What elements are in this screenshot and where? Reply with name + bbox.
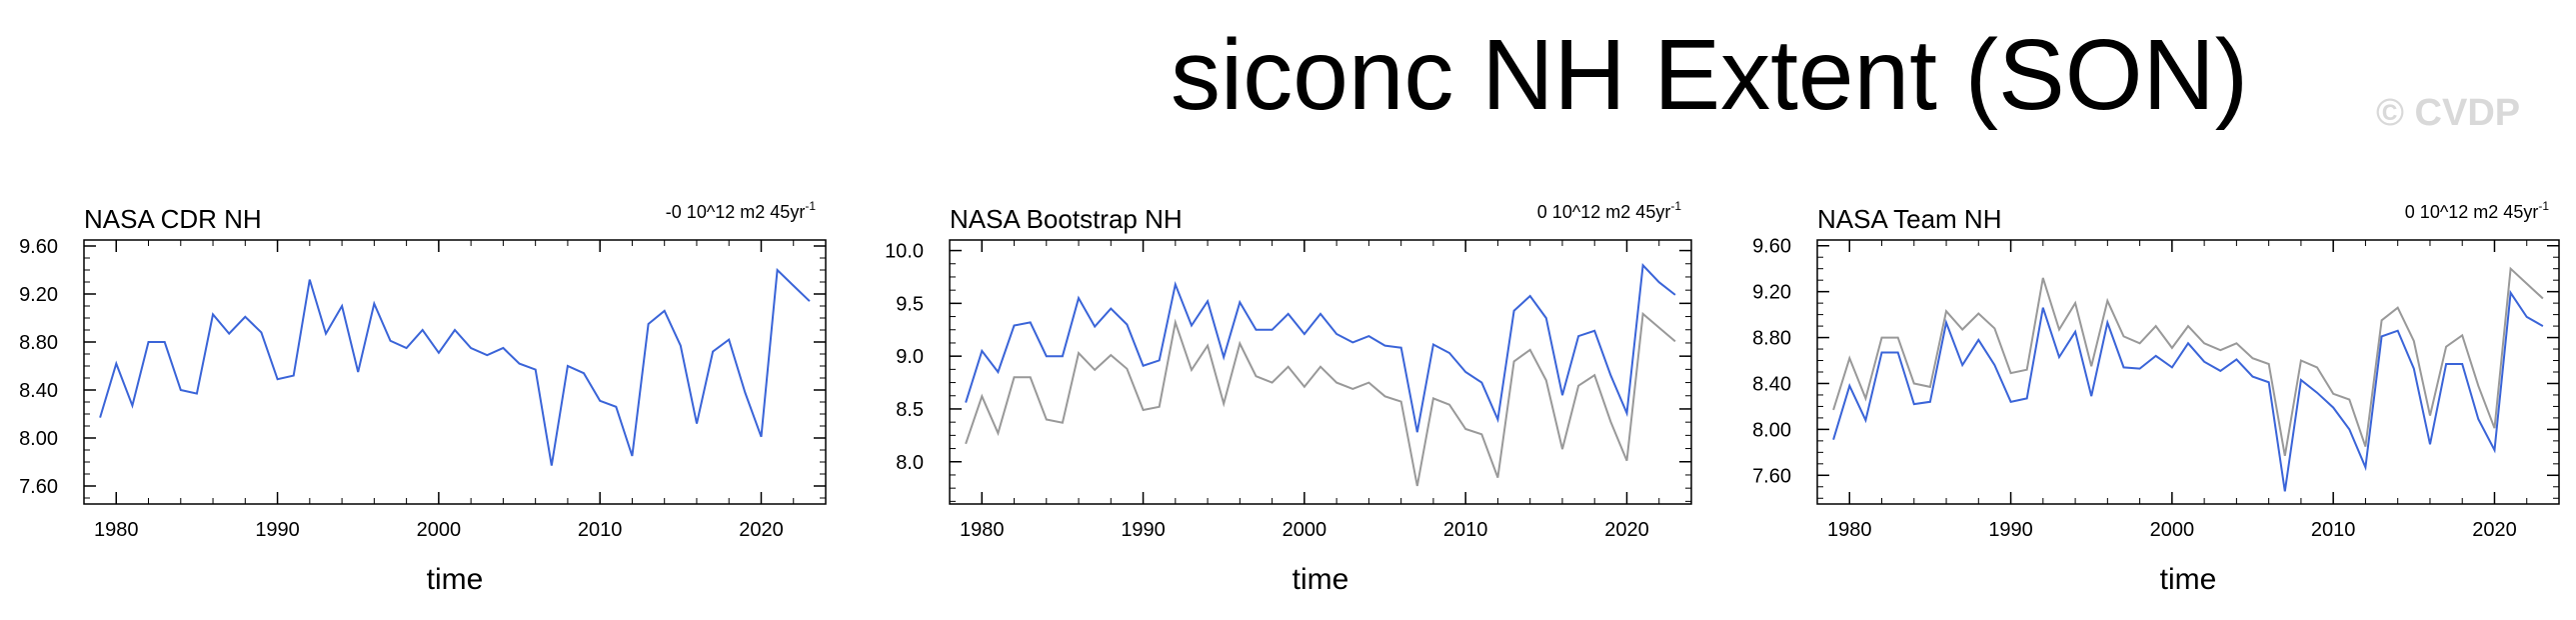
- x-tick-label: 1980: [94, 519, 139, 541]
- trend-value: -0 10^12 m2 45yr: [666, 202, 806, 222]
- chart-panel-3: 1980 1990 2000 2010 2020 7.60 8.00 8.40 8.80 9.20…: [1752, 199, 2560, 596]
- x-tick-label: 2020: [2472, 519, 2517, 541]
- panel-title: NASA CDR NH: [84, 204, 262, 234]
- y-tick-label: 7.60: [1752, 465, 1791, 487]
- trend-exponent: -1: [1670, 199, 1681, 213]
- y-tick-label: 9.60: [19, 236, 58, 258]
- x-tick-label: 2020: [1604, 519, 1649, 541]
- series-line-primary: [965, 263, 1676, 433]
- trend-exponent: -1: [2538, 199, 2549, 213]
- y-tick-label: 8.5: [896, 399, 924, 421]
- x-tick-label: 1980: [1827, 519, 1872, 541]
- series-line-primary: [99, 267, 811, 466]
- y-tick-label: 8.80: [1752, 328, 1791, 350]
- y-tick-label: 9.5: [896, 293, 924, 315]
- plot-frame: [949, 239, 1692, 505]
- x-tick-label: 2000: [417, 519, 462, 541]
- panel-title: NASA Team NH: [1817, 204, 2001, 234]
- x-tick-label: 2020: [739, 519, 784, 541]
- y-tick-label: 9.20: [19, 284, 58, 306]
- y-tick-label: 8.0: [896, 452, 924, 474]
- x-tick-label: 1980: [960, 519, 1005, 541]
- series-line-reference: [965, 311, 1676, 487]
- y-tick-label: 9.60: [1752, 236, 1791, 258]
- x-tick-label: 1990: [255, 519, 300, 541]
- x-tick-label: 2000: [1283, 519, 1327, 541]
- x-axis-label: time: [427, 563, 484, 596]
- trend-value: 0 10^12 m2 45yr: [2405, 202, 2539, 222]
- trend-label: -0 10^12 m2 45yr-1: [666, 199, 817, 222]
- chart-panel-2: 1980 1990 2000 2010 2020 8.0 8.5 9.0 9.5 10.0 NASA…: [885, 199, 1692, 596]
- plot-frame: [1816, 239, 2560, 505]
- y-tick-label: 7.60: [19, 476, 58, 498]
- trend-label: 0 10^12 m2 45yr-1: [1537, 199, 1682, 222]
- y-tick-label: 9.20: [1752, 282, 1791, 304]
- y-tick-label: 8.40: [19, 380, 58, 402]
- x-axis-label: time: [1292, 563, 1349, 596]
- y-tick-label: 8.00: [19, 428, 58, 450]
- x-axis-label: time: [2160, 563, 2217, 596]
- x-tick-label: 1990: [1121, 519, 1166, 541]
- chart-panel-1: 1980 1990 2000 2010 2020 7.60 8.00 8.40 8.80 9.20…: [19, 199, 827, 596]
- x-tick-label: 2000: [2150, 519, 2195, 541]
- series-line-reference: [1832, 266, 2544, 456]
- watermark: © CVDP: [2376, 92, 2521, 134]
- plot-frame: [83, 239, 827, 505]
- x-tick-label: 1990: [1988, 519, 2033, 541]
- y-tick-label: 8.00: [1752, 419, 1791, 441]
- trend-exponent: -1: [805, 199, 816, 213]
- x-tick-label: 2010: [578, 519, 623, 541]
- series-line-primary: [1832, 289, 2544, 492]
- y-tick-label: 8.40: [1752, 373, 1791, 395]
- y-tick-label: 10.0: [885, 241, 924, 263]
- y-tick-label: 9.0: [896, 346, 924, 368]
- trend-value: 0 10^12 m2 45yr: [1537, 202, 1671, 222]
- x-tick-label: 2010: [2311, 519, 2356, 541]
- x-tick-label: 2010: [1443, 519, 1488, 541]
- trend-label: 0 10^12 m2 45yr-1: [2405, 199, 2550, 222]
- y-tick-label: 8.80: [19, 332, 58, 354]
- panel-title: NASA Bootstrap NH: [950, 204, 1183, 234]
